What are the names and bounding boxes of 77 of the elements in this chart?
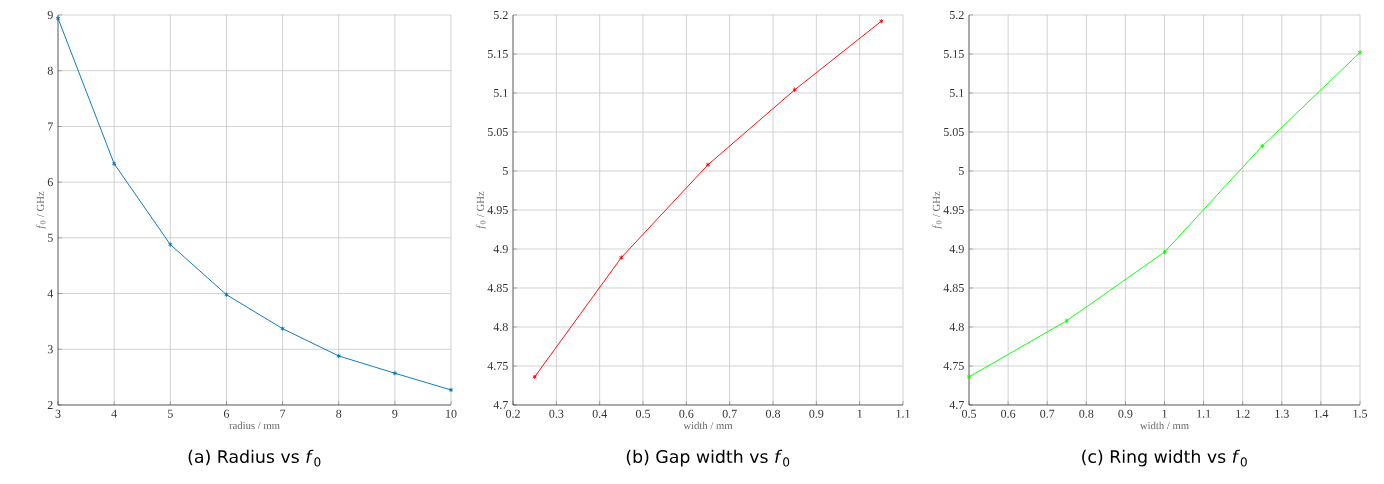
x-axis-title: width / mm: [683, 421, 733, 430]
x-tick-label: 1.2: [1236, 409, 1250, 418]
x-tick-label: 10: [446, 409, 457, 418]
y-tick-label: 5.1: [493, 88, 508, 98]
y-axis-title: f$_{0}$ / GHz: [932, 191, 943, 229]
x-tick-label: 4: [111, 409, 117, 418]
y-tick-label: 4.8: [493, 322, 508, 332]
y-tick-label: 2: [47, 401, 53, 409]
text: (b) Gap width vs f$_{0}$: [626, 449, 790, 467]
x-tick-label: 0.9: [1118, 409, 1133, 418]
y-axis-title: f$_{0}$ / GHz: [36, 191, 47, 229]
x-tick-label: 0.4: [592, 409, 607, 418]
text: (c) Ring width vs f$_{0}$: [1082, 449, 1247, 467]
y-tick-label: 3: [47, 345, 53, 354]
point: [705, 162, 711, 168]
x-tick-label: 3: [55, 409, 61, 418]
x-tick-label: 0.6: [679, 409, 694, 418]
x-tick-label: 5: [167, 409, 173, 418]
y-tick-label: 5: [502, 167, 508, 175]
x-tick-label: 1.4: [1314, 409, 1329, 418]
x-tick-label: 0.5: [635, 409, 651, 418]
x-axis-title: width / mm: [1139, 421, 1189, 430]
y-tick-label: 4.7: [949, 400, 964, 410]
x-tick-label: 1: [1162, 409, 1167, 418]
y-tick-label: 4.8: [949, 322, 964, 332]
y-tick-label: 4.75: [943, 361, 964, 371]
x-axis-title: radius / mm: [229, 421, 280, 430]
y-tick-label: 4.7: [493, 400, 508, 410]
point: [280, 326, 285, 332]
x-tick-label: 9: [392, 409, 398, 418]
y-tick-label: 4.95: [487, 205, 508, 215]
y-tick-label: 5.2: [949, 10, 964, 20]
y-tick-label: 5.15: [487, 49, 508, 59]
y-tick-label: 5.05: [487, 127, 508, 137]
x-tick-label: 1.3: [1275, 409, 1289, 418]
y-tick-label: 9: [47, 10, 53, 20]
y-tick-label: 5.15: [943, 49, 964, 59]
text: (a) Radius vs f$_{0}$: [188, 449, 321, 467]
y-tick-label: 4.85: [943, 283, 964, 293]
y-tick-label: 4.9: [949, 244, 964, 254]
point: [111, 161, 117, 167]
x-tick-label: 7: [280, 409, 286, 418]
point: [619, 254, 624, 261]
y-tick-label: 5.2: [493, 10, 508, 20]
point: [392, 370, 398, 376]
x-tick-label: 0.9: [809, 409, 824, 418]
x-tick-label: 0.7: [1040, 409, 1055, 418]
point: [792, 87, 797, 93]
y-tick-label: 4.9: [493, 244, 508, 254]
x-tick-label: 6: [223, 409, 230, 418]
x-tick-label: 0.2: [505, 409, 520, 418]
x-tick-label: 0.6: [1001, 409, 1016, 418]
y-tick-label: 4.95: [943, 205, 964, 215]
x-tick-label: 1: [857, 409, 862, 418]
point: [1259, 143, 1265, 149]
x-tick-label: 0.3: [549, 409, 564, 418]
y-axis-title: f$_{0}$ / GHz: [476, 191, 487, 229]
y-tick-label: 5: [958, 167, 964, 175]
y-tick-label: 4.75: [487, 361, 508, 371]
x-tick-label: 0.7: [722, 409, 737, 418]
y-tick-label: 5.1: [949, 88, 964, 98]
y-tick-label: 7: [48, 122, 53, 131]
x-tick-label: 1.5: [1353, 409, 1368, 418]
y-tick-label: 5: [48, 233, 53, 242]
x-tick-label: 1.1: [1197, 409, 1211, 418]
x-tick-label: 0.8: [1079, 409, 1094, 418]
y-tick-label: 8: [47, 66, 53, 75]
y-tick-label: 4.85: [487, 283, 508, 293]
x-tick-label: 0.8: [765, 409, 781, 418]
x-tick-label: 0.5: [961, 409, 977, 418]
point: [224, 292, 229, 298]
y-tick-label: 5.05: [943, 127, 964, 137]
x-tick-label: 1.1: [896, 409, 910, 418]
point: [167, 241, 173, 248]
y-tick-label: 6: [47, 178, 53, 187]
y-tick-label: 4: [47, 289, 54, 298]
x-tick-label: 8: [336, 409, 342, 418]
